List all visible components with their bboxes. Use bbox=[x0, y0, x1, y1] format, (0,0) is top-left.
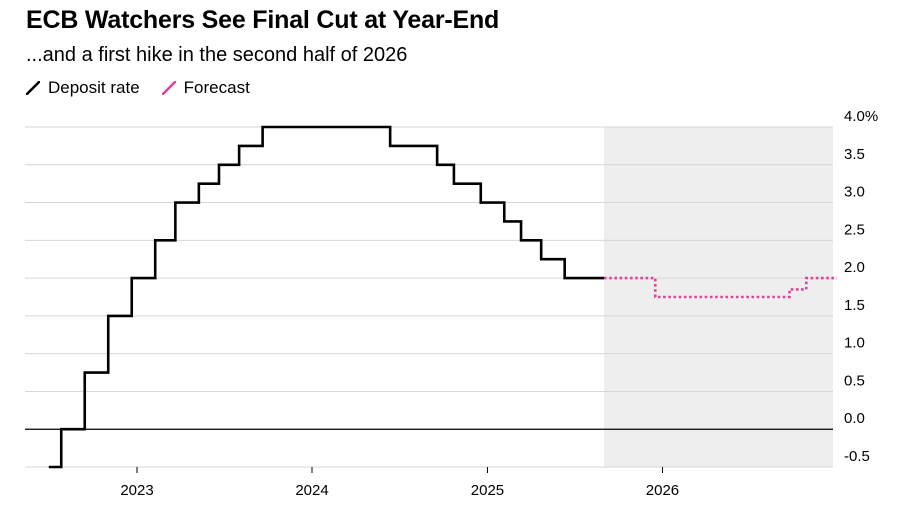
y-tick-label: 3.5 bbox=[844, 146, 865, 163]
y-tick-label: 4.0% bbox=[844, 108, 878, 125]
chart-legend: Deposit rate Forecast bbox=[26, 78, 272, 98]
series-deposit-rate bbox=[48, 125, 604, 469]
x-tick-label: 2026 bbox=[646, 482, 679, 499]
deposit-rate-legend-icon bbox=[26, 81, 40, 95]
x-tick-label: 2024 bbox=[295, 482, 328, 499]
y-tick-label: 2.0 bbox=[844, 259, 865, 276]
x-tick-label: 2025 bbox=[471, 482, 504, 499]
y-tick-label: 1.5 bbox=[844, 297, 865, 314]
legend-item-forecast: Forecast bbox=[161, 78, 250, 98]
series-forecast bbox=[603, 276, 837, 299]
y-tick-label: -0.5 bbox=[844, 448, 870, 465]
y-tick-label: 0.5 bbox=[844, 372, 865, 389]
legend-label-deposit-rate: Deposit rate bbox=[48, 78, 140, 97]
y-tick-label: 2.5 bbox=[844, 221, 865, 238]
y-tick-label: 0.0 bbox=[844, 410, 865, 427]
legend-label-forecast: Forecast bbox=[183, 78, 250, 97]
legend-item-deposit-rate: Deposit rate bbox=[26, 78, 140, 98]
y-tick-label: 3.0 bbox=[844, 184, 865, 201]
chart-subtitle: ...and a first hike in the second half o… bbox=[26, 44, 408, 66]
forecast-band bbox=[603, 127, 833, 467]
chart-title: ECB Watchers See Final Cut at Year-End bbox=[26, 6, 500, 34]
y-tick-label: 1.0 bbox=[844, 335, 865, 352]
forecast-legend-icon bbox=[161, 81, 176, 95]
x-tick-label: 2023 bbox=[120, 482, 153, 499]
